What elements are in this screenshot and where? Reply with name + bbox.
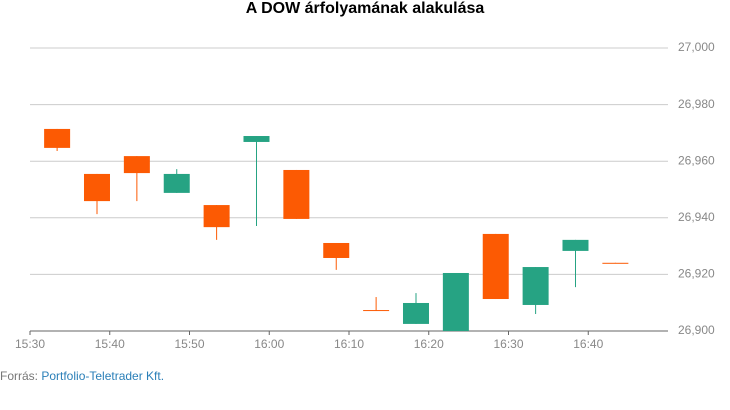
- candle-body: [203, 205, 230, 228]
- candle-body: [83, 173, 110, 202]
- candle-body: [44, 128, 71, 148]
- candle-body: [562, 239, 589, 251]
- y-tick-label: 26,940: [678, 210, 715, 224]
- candle-body: [243, 136, 270, 142]
- candle-body: [123, 156, 150, 174]
- y-tick-label: 26,980: [678, 97, 715, 111]
- chart: A DOW árfolyamának alakulása 26,900 26,92…: [15, 0, 715, 351]
- x-tick-label: 16:10: [334, 337, 364, 351]
- x-tick-label: 15:50: [174, 337, 204, 351]
- candle-body: [363, 310, 390, 312]
- x-tick-label: 16:00: [254, 337, 284, 351]
- y-tick-label: 26,960: [678, 153, 715, 167]
- y-tick-label: 26,900: [678, 323, 715, 337]
- candle-body: [602, 262, 629, 264]
- x-tick-label: 16:30: [493, 337, 523, 351]
- y-tick-label: 27,000: [678, 40, 715, 54]
- chart-title: A DOW árfolyamának alakulása: [246, 0, 485, 17]
- x-tick-label: 15:30: [15, 337, 45, 351]
- candle-body: [402, 302, 429, 324]
- y-tick-label: 26,920: [678, 267, 715, 281]
- candle-body: [323, 242, 350, 258]
- x-tick-label: 16:40: [573, 337, 603, 351]
- candle-body: [482, 233, 509, 300]
- candle-body: [283, 169, 310, 219]
- x-tick-label: 15:40: [95, 337, 125, 351]
- x-tick-label: 16:20: [414, 337, 444, 351]
- candle-body: [163, 173, 190, 193]
- candle-body: [442, 272, 469, 331]
- candle-body: [522, 267, 549, 305]
- source-label: Forrás:: [0, 369, 42, 383]
- source: Forrás: Portfolio-Teletrader Kft.: [0, 369, 164, 383]
- source-link[interactable]: Portfolio-Teletrader Kft.: [41, 369, 165, 383]
